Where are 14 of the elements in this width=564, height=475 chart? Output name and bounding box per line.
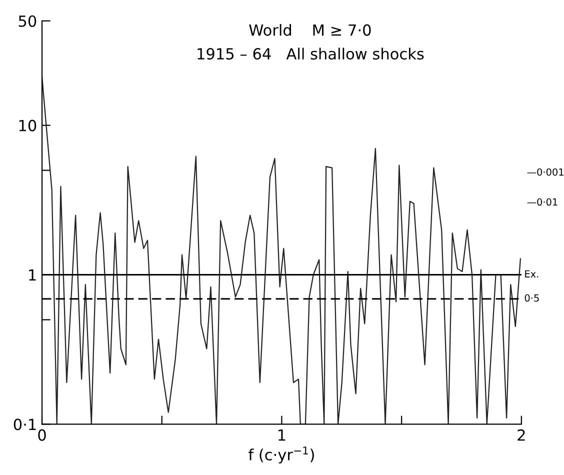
ref-line-label: Ex. <box>525 270 538 278</box>
y-tick-label: 10 <box>19 120 36 132</box>
x-tick-label: 2 <box>518 429 525 441</box>
x-tick-label: 1 <box>278 430 286 441</box>
y-tick-label: 1 <box>29 269 36 281</box>
chart-title: World M ≥ 7·0 <box>249 24 371 36</box>
y-tick-label: 0·1 <box>14 418 36 430</box>
x-axis-title: f (c·yr$^{−1}$) <box>248 446 314 464</box>
y-tick-label: 50 <box>18 15 36 27</box>
text: —0·001 <box>527 168 564 176</box>
text: 1915 – 64 All shallow shocks <box>198 48 424 60</box>
annotation: 0·5 <box>524 294 539 302</box>
x-tick-label: 0 <box>38 429 46 441</box>
text: —0·01 <box>527 198 558 206</box>
